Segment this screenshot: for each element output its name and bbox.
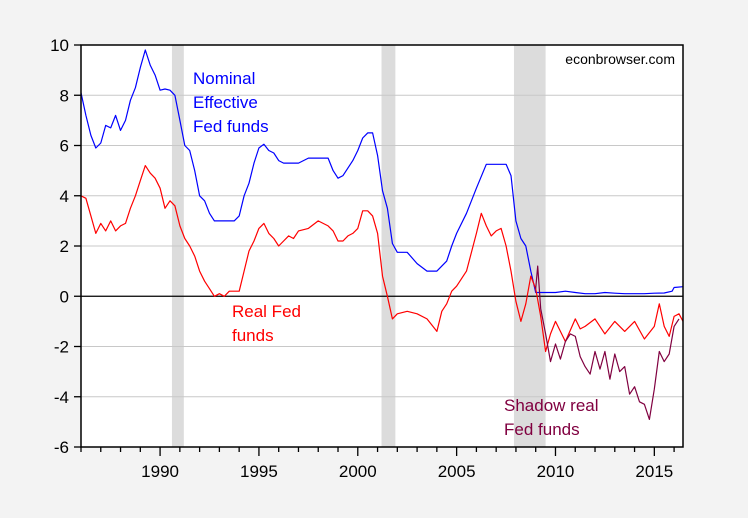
x-tick-label: 1990 (141, 462, 179, 481)
series-line-nominal (80, 49, 684, 295)
annotation-nominal: Effective (193, 93, 258, 112)
x-tick-label: 2005 (438, 462, 476, 481)
y-tick-label: 4 (60, 187, 69, 206)
y-tick-label: -6 (54, 438, 69, 457)
annotation-nominal: Nominal (193, 69, 255, 88)
annotation-real: Real Fed (232, 302, 301, 321)
y-tick-label: -4 (54, 388, 69, 407)
x-tick-label: 2010 (537, 462, 575, 481)
annotation-nominal: Fed funds (193, 117, 269, 136)
y-tick-label: 8 (60, 86, 69, 105)
x-axis: 1990 1995 2000 2005 2010 2015 (80, 447, 675, 481)
x-tick-label: 2015 (635, 462, 673, 481)
series-line-real (80, 165, 684, 353)
series-line-shadow (535, 265, 680, 420)
x-tick-label: 2000 (339, 462, 377, 481)
y-tick-label: -2 (54, 338, 69, 357)
y-axis: -6 -4 -2 0 2 4 6 8 10 (50, 36, 81, 457)
annotation-shadow: Fed funds (504, 420, 580, 439)
y-tick-label: 0 (60, 287, 69, 306)
watermark: econbrowser.com (565, 51, 675, 67)
annotation-real: funds (232, 326, 274, 345)
series-annotations: Nominal Effective Fed funds Real Fed funds Sh… (193, 69, 599, 439)
x-tick-label: 1995 (240, 462, 278, 481)
y-tick-label: 6 (60, 137, 69, 156)
annotation-shadow: Shadow real (504, 396, 599, 415)
gridlines (81, 94, 683, 398)
series-lines (80, 49, 684, 420)
y-tick-label: 2 (60, 237, 69, 256)
y-tick-label: 10 (50, 36, 69, 55)
